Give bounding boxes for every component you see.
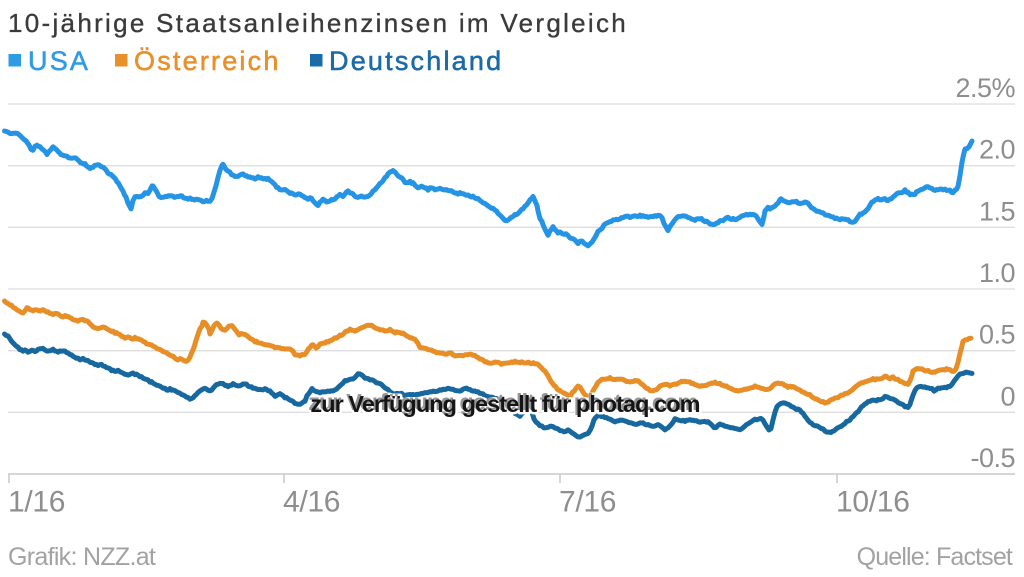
- svg-text:2.0: 2.0: [979, 135, 1015, 165]
- svg-text:2.5%: 2.5%: [955, 73, 1015, 103]
- svg-text:4/16: 4/16: [283, 486, 340, 519]
- svg-text:Quelle: Factset: Quelle: Factset: [857, 543, 1013, 571]
- svg-text:USA: USA: [28, 46, 90, 76]
- svg-text:-0.5: -0.5: [970, 443, 1015, 473]
- svg-text:zur Verfügung gestellt für pho: zur Verfügung gestellt für photaq.com: [310, 391, 699, 417]
- svg-text:1.0: 1.0: [979, 258, 1015, 288]
- svg-text:1/16: 1/16: [8, 486, 65, 519]
- svg-text:Grafik: NZZ.at: Grafik: NZZ.at: [8, 543, 156, 571]
- svg-text:0.5: 0.5: [979, 320, 1015, 350]
- svg-text:zur Verfügung gestellt für pho: zur Verfügung gestellt für photaq.com: [308, 389, 697, 415]
- svg-text:7/16: 7/16: [559, 486, 616, 519]
- svg-text:zur Verfügung gestellt für pho: zur Verfügung gestellt für photaq.com: [310, 391, 699, 417]
- svg-text:0: 0: [1000, 381, 1015, 411]
- svg-text:Deutschland: Deutschland: [329, 46, 503, 76]
- svg-text:1.5: 1.5: [979, 196, 1015, 226]
- svg-text:10-jährige Staatsanleihenzinse: 10-jährige Staatsanleihenzinsen im Vergl…: [8, 8, 628, 38]
- svg-text:10/16: 10/16: [836, 486, 910, 519]
- svg-text:Österreich: Österreich: [134, 46, 281, 76]
